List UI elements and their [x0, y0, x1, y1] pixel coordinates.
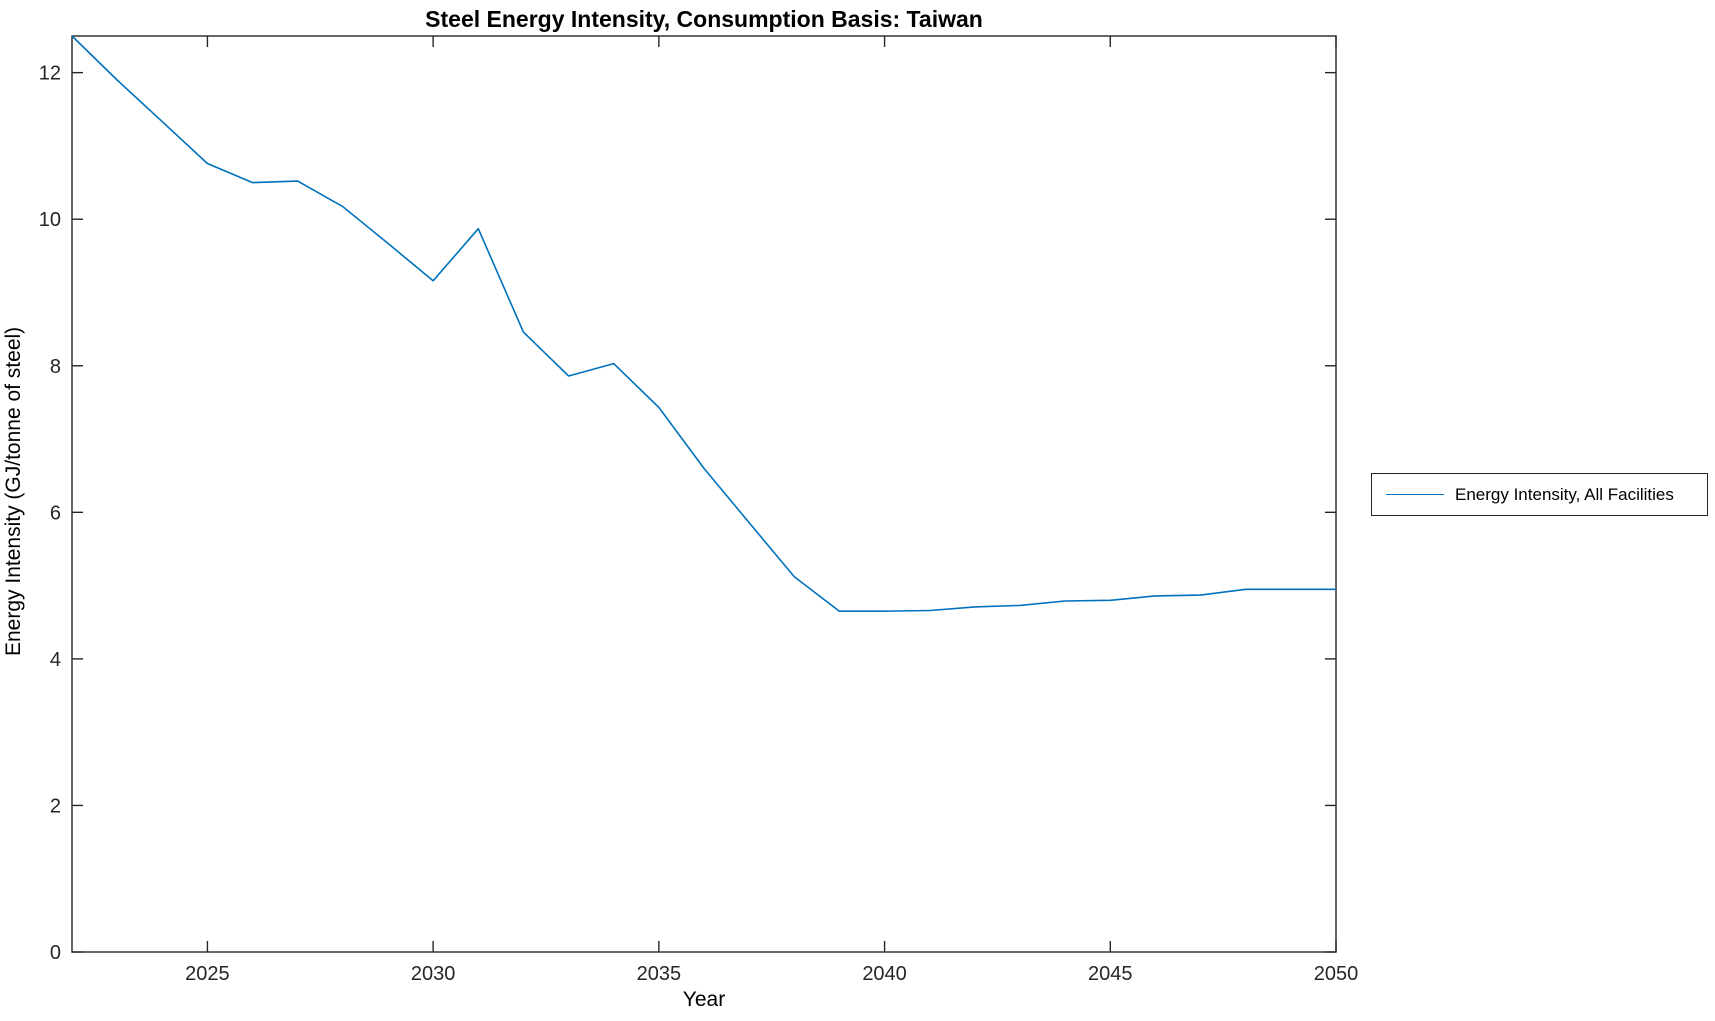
y-tick-label: 6	[50, 502, 61, 524]
data-line	[71, 35, 1336, 613]
x-axis-label: Year	[682, 988, 726, 1011]
y-tick-label: 12	[39, 63, 61, 85]
y-axis-label: Energy Intensity (GJ/tonne of steel)	[2, 326, 25, 656]
x-tick-label: 2045	[1088, 963, 1133, 985]
y-tick-label: 4	[50, 649, 61, 671]
x-tick-label: 2050	[1314, 963, 1359, 985]
legend-line-sample	[1386, 494, 1444, 495]
axes-box	[71, 35, 1337, 953]
legend: Energy Intensity, All Facilities	[1371, 473, 1708, 516]
x-tick-label: 2040	[862, 963, 907, 985]
y-tick-label: 2	[50, 795, 61, 817]
x-tick-label: 2035	[637, 963, 682, 985]
legend-entry-label: Energy Intensity, All Facilities	[1455, 484, 1674, 504]
y-tick-label: 0	[50, 942, 61, 964]
x-tick-label: 2030	[411, 963, 456, 985]
chart-title: Steel Energy Intensity, Consumption Basi…	[425, 6, 983, 32]
y-tick-label: 8	[50, 356, 61, 378]
y-tick-label: 10	[39, 209, 61, 231]
x-tick-label: 2025	[185, 963, 230, 985]
